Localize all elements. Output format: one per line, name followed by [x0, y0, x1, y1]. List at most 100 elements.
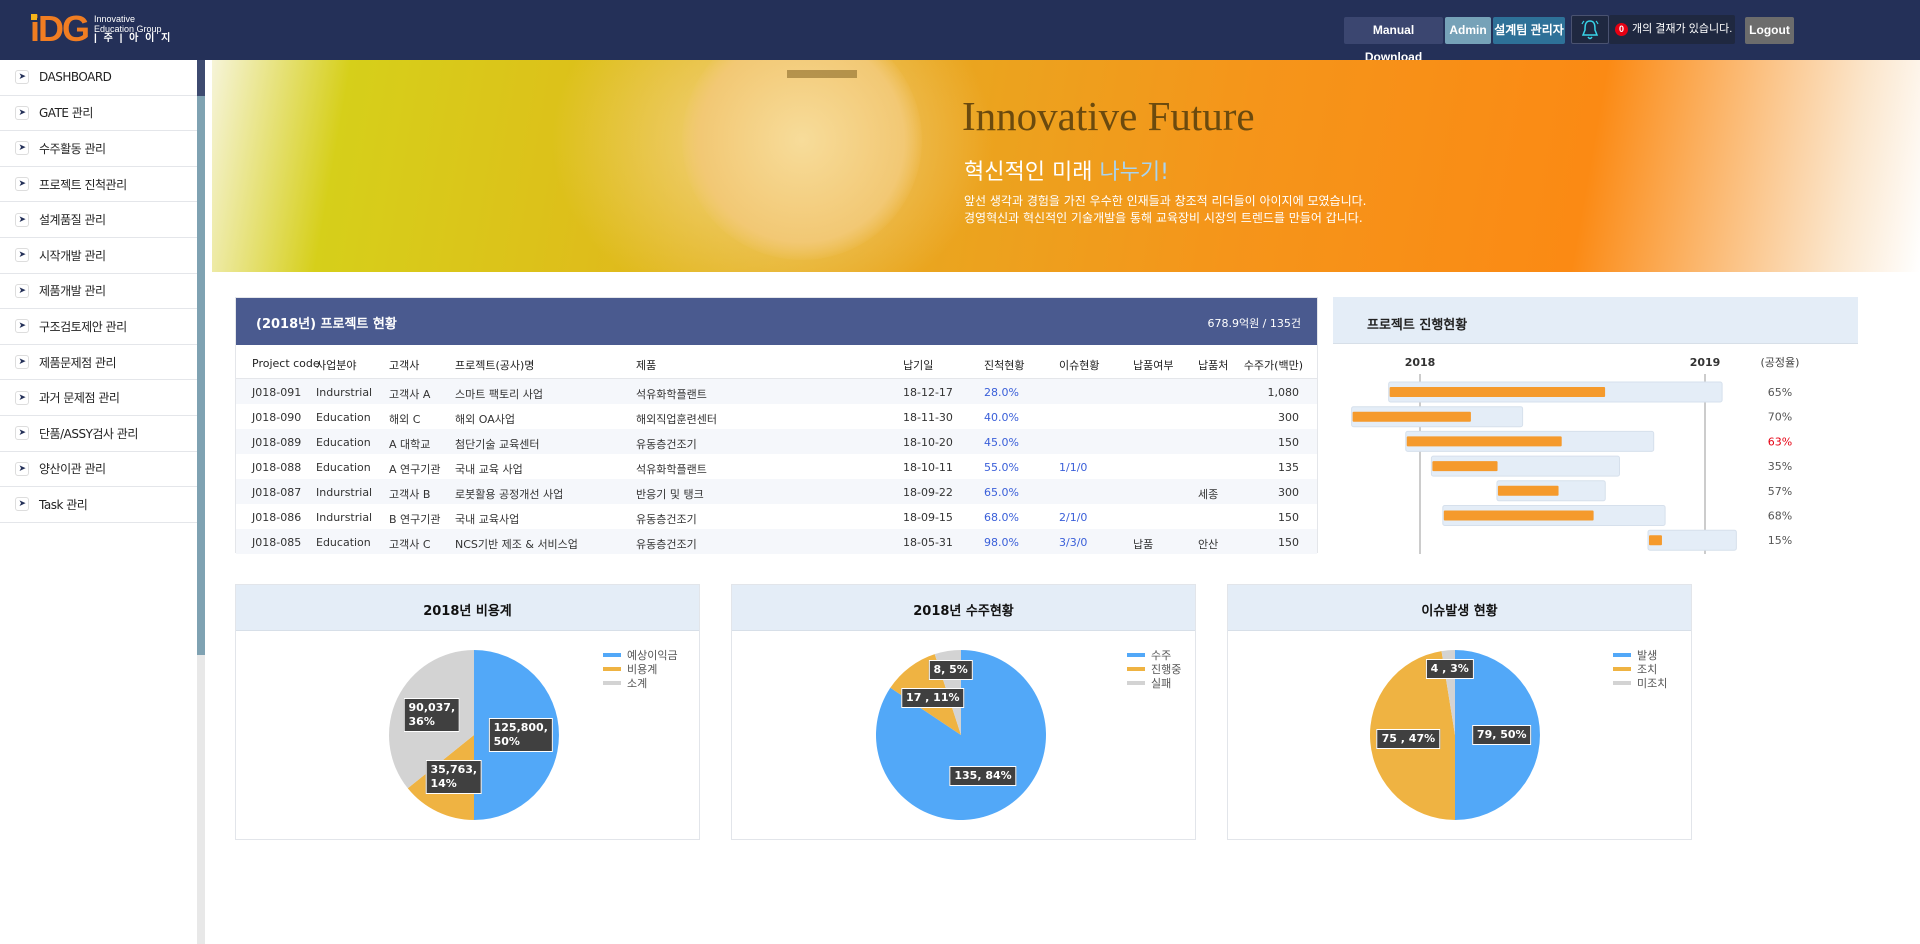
table-cell: Education: [316, 436, 371, 449]
sidebar-item[interactable]: ➤ Task 관리: [0, 487, 197, 523]
table-row[interactable]: J018-089 Education A 대학교 첨단기술 교육센터 유동층건조기 18-…: [236, 429, 1317, 454]
table-row[interactable]: J018-087 Indurstrial 고객사 B 로봇활용 공정개선 사업 반응기 …: [236, 479, 1317, 504]
logo-mark: iDG: [30, 8, 90, 49]
legend-item[interactable]: 비용계: [603, 662, 678, 676]
notification-bell-button[interactable]: [1571, 15, 1609, 44]
legend-item[interactable]: 진행중: [1127, 662, 1181, 676]
table-cell: 55.0%: [984, 461, 1019, 474]
approval-notice[interactable]: 0 개의 결재가 있습니다.: [1609, 15, 1735, 44]
company-logo[interactable]: iDG Innovative Education Group | 주 | 아 이…: [30, 8, 172, 49]
table-cell: 300: [1278, 486, 1299, 499]
legend-item[interactable]: 조치: [1613, 662, 1667, 676]
arrow-right-icon: ➤: [15, 105, 29, 120]
sidebar-item[interactable]: ➤ 프로젝트 진척관리: [0, 167, 197, 203]
arrow-right-icon: ➤: [15, 319, 29, 334]
table-cell: 18-10-20: [903, 436, 953, 449]
gantt-progress-bar: [1497, 485, 1559, 496]
team-admin-button[interactable]: 설계팀 관리자: [1493, 17, 1565, 44]
arrow-right-icon: ➤: [15, 426, 29, 441]
arrow-right-icon: ➤: [15, 283, 29, 298]
project-status-table: (2018년) 프로젝트 현황 678.9억원 / 135건 Project c…: [235, 297, 1318, 554]
table-cell: 45.0%: [984, 436, 1019, 449]
table-row[interactable]: J018-088 Education A 연구기관 국내 교육 사업 석유화학플랜트 18…: [236, 454, 1317, 479]
sidebar-item[interactable]: ➤ 양산이관 관리: [0, 452, 197, 488]
table-cell: 국내 교육사업: [455, 513, 520, 526]
sidebar-scrollbar[interactable]: [197, 60, 205, 944]
table-cell: A 연구기관: [389, 463, 441, 476]
legend-swatch: [1613, 653, 1631, 657]
sidebar-item[interactable]: ➤ GATE 관리: [0, 96, 197, 132]
gantt-rate-label: 70%: [1768, 411, 1792, 424]
table-cell[interactable]: 1/1/0: [1059, 461, 1088, 474]
sidebar-item[interactable]: ➤ 구조검토제안 관리: [0, 309, 197, 345]
table-row[interactable]: J018-085 Education 고객사 C NCS기반 제조 & 서비스업 유동층…: [236, 529, 1317, 554]
table-cell: 석유화학플랜트: [636, 388, 707, 401]
arrow-right-icon: ➤: [15, 461, 29, 476]
sidebar-item[interactable]: ➤ 제품문제점 관리: [0, 345, 197, 381]
table-cell: J018-091: [252, 386, 302, 399]
pie-chart-title: 이슈발생 현황: [1228, 585, 1691, 631]
pie-data-label: 75 , 47%: [1376, 728, 1441, 749]
table-cell: 1,080: [1267, 386, 1300, 399]
column-header[interactable]: 제품: [636, 359, 657, 372]
table-cell[interactable]: 2/1/0: [1059, 511, 1088, 524]
scrollbar-thumb[interactable]: [197, 60, 205, 655]
gantt-rate-label: 57%: [1768, 485, 1792, 498]
approval-count-badge: 0: [1615, 23, 1628, 36]
table-title: (2018년) 프로젝트 현황: [256, 317, 397, 332]
gantt-progress-bar: [1443, 510, 1594, 521]
logout-button[interactable]: Logout: [1745, 17, 1794, 44]
column-header[interactable]: 진척현황: [984, 359, 1025, 372]
column-header[interactable]: 고객사: [389, 359, 420, 372]
table-row[interactable]: J018-091 Indurstrial 고객사 A 스마트 팩토리 사업 석유화학플랜…: [236, 379, 1317, 404]
sidebar-item[interactable]: ➤ 수주활동 관리: [0, 131, 197, 167]
table-cell: A 대학교: [389, 438, 431, 451]
table-cell: J018-085: [252, 536, 302, 549]
sidebar-item-label: DASHBOARD: [39, 70, 112, 85]
table-row[interactable]: J018-086 Indurstrial B 연구기관 국내 교육사업 유동층건조기 18…: [236, 504, 1317, 529]
column-header[interactable]: 사업분야: [316, 359, 357, 372]
gantt-year-label: 2019: [1690, 356, 1721, 369]
table-cell: 150: [1278, 536, 1299, 549]
legend-swatch: [603, 653, 621, 657]
column-header[interactable]: 납기일: [903, 359, 934, 372]
legend-swatch: [1127, 681, 1145, 685]
gantt-track-bar[interactable]: [1647, 529, 1737, 551]
sidebar-item[interactable]: ➤ DASHBOARD: [0, 60, 197, 96]
column-header[interactable]: 프로젝트(공사)명: [455, 359, 535, 372]
legend-item[interactable]: 수주: [1127, 648, 1181, 662]
pie-legend: 예상이익금 비용계 소계: [603, 648, 678, 690]
table-cell: 40.0%: [984, 411, 1019, 424]
legend-label: 미조치: [1637, 677, 1668, 690]
sidebar-item[interactable]: ➤ 설계품질 관리: [0, 202, 197, 238]
column-header[interactable]: 수주가(백만): [1243, 359, 1303, 372]
sidebar-item[interactable]: ➤ 단품/ASSY검사 관리: [0, 416, 197, 452]
column-header[interactable]: 납품여부: [1133, 359, 1174, 372]
legend-item[interactable]: 실패: [1127, 676, 1181, 690]
gantt-rate-label: 65%: [1768, 386, 1792, 399]
pie-data-label: 79, 50%: [1471, 725, 1532, 745]
bulb-cap-decoration: [787, 70, 857, 78]
table-cell: 150: [1278, 511, 1299, 524]
legend-item[interactable]: 예상이익금: [603, 648, 678, 662]
column-header[interactable]: 납품처: [1198, 359, 1229, 372]
table-cell: 18-09-15: [903, 511, 953, 524]
legend-item[interactable]: 미조치: [1613, 676, 1667, 690]
sidebar-item[interactable]: ➤ 과거 문제점 관리: [0, 380, 197, 416]
table-cell: 해외 OA사업: [455, 413, 515, 426]
legend-item[interactable]: 발생: [1613, 648, 1667, 662]
gantt-rate-label: 68%: [1768, 510, 1792, 523]
pie-legend: 수주 진행중 실패: [1127, 648, 1181, 690]
table-row[interactable]: J018-090 Education 해외 C 해외 OA사업 해외직업훈련센터 18-1…: [236, 404, 1317, 429]
column-header[interactable]: Project code: [252, 357, 320, 370]
column-header[interactable]: 이슈현황: [1059, 359, 1100, 372]
table-cell[interactable]: 3/3/0: [1059, 536, 1088, 549]
admin-button[interactable]: Admin: [1445, 17, 1491, 44]
manual-download-button[interactable]: Manual Download: [1344, 17, 1443, 64]
pie-chart-panel: 2018년 수주현황 135, 84% 17 , 11% 8, 5% 수주 진행중 실패: [731, 584, 1196, 840]
sidebar-item[interactable]: ➤ 제품개발 관리: [0, 274, 197, 310]
legend-item[interactable]: 소계: [603, 676, 678, 690]
pie-data-label: 4 , 3%: [1425, 658, 1474, 679]
sidebar-item[interactable]: ➤ 시작개발 관리: [0, 238, 197, 274]
gantt-rate-label: 63%: [1768, 435, 1792, 448]
